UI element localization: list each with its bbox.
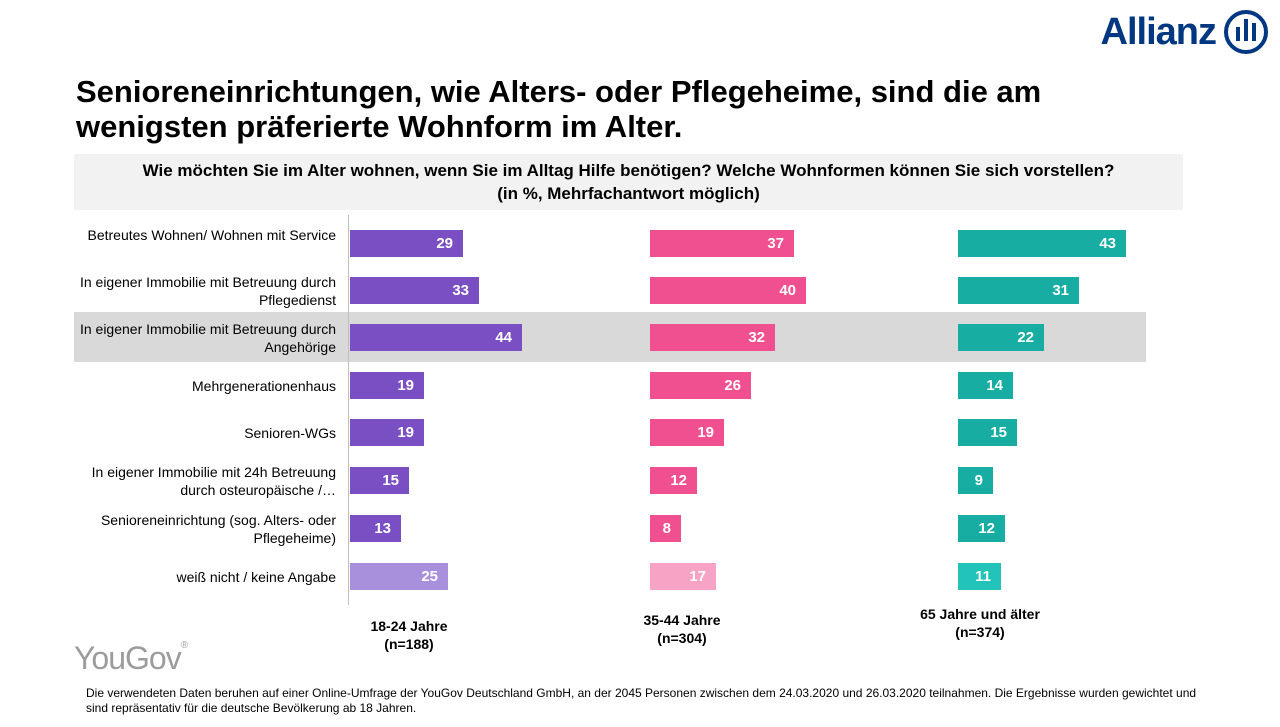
headline: Senioreneinrichtungen, wie Alters- oder … — [76, 74, 1176, 144]
category-label: weiß nicht / keine Angabe — [176, 568, 336, 585]
bar: 25 — [350, 563, 448, 590]
series-sample-size: (n=188) — [384, 636, 434, 652]
bar: 9 — [958, 467, 993, 494]
bar: 31 — [958, 277, 1079, 304]
bar: 40 — [650, 277, 806, 304]
bar: 12 — [958, 515, 1005, 542]
data-label: 15 — [382, 472, 399, 489]
data-label: 44 — [495, 329, 512, 346]
data-label: 29 — [436, 235, 453, 252]
category-label: In eigener Immobilie mit Betreuung durch… — [79, 273, 336, 308]
bar: 17 — [650, 563, 716, 590]
bar: 43 — [958, 230, 1126, 257]
category-label: In eigener Immobilie mit Betreuung durch… — [79, 320, 336, 355]
data-label: 12 — [978, 520, 995, 537]
category-label: Betreutes Wohnen/ Wohnen mit Service — [87, 226, 337, 243]
question-box: Wie möchten Sie im Alter wohnen, wenn Si… — [74, 154, 1183, 210]
category-label: Senioreneinrichtung (sog. Alters- oder P… — [100, 511, 336, 546]
data-label: 14 — [986, 377, 1003, 394]
bar: 19 — [350, 419, 424, 446]
question-text: Wie möchten Sie im Alter wohnen, wenn Si… — [142, 161, 1115, 180]
allianz-eagle-icon — [1224, 10, 1268, 54]
data-label: 26 — [724, 377, 741, 394]
data-label: 9 — [974, 472, 983, 489]
data-label: 37 — [767, 235, 784, 252]
data-label: 8 — [662, 520, 671, 537]
series-sample-size: (n=304) — [657, 630, 707, 646]
bar: 13 — [350, 515, 401, 542]
data-label: 22 — [1017, 329, 1034, 346]
footnote: Die verwendeten Daten beruhen auf einer … — [86, 686, 1197, 715]
data-label: 40 — [779, 282, 796, 299]
category-label: In eigener Immobilie mit 24h Betreuung d… — [91, 463, 336, 498]
allianz-logo: Allianz — [1101, 10, 1268, 54]
data-label: 43 — [1099, 235, 1116, 252]
bar: 26 — [650, 372, 751, 399]
bar: 8 — [650, 515, 681, 542]
bar: 37 — [650, 230, 794, 257]
category-label: Senioren-WGs — [244, 424, 336, 441]
series-name: 35-44 Jahre — [643, 612, 721, 628]
bar: 14 — [958, 372, 1013, 399]
series-name: 65 Jahre und älter — [920, 606, 1040, 622]
data-label: 19 — [397, 377, 414, 394]
category-axis-line — [348, 215, 349, 605]
data-label: 31 — [1052, 282, 1069, 299]
bar: 11 — [958, 563, 1001, 590]
yougov-logo-text: YouGov — [74, 640, 182, 676]
data-label: 11 — [975, 568, 991, 585]
yougov-logo: YouGov® — [74, 640, 188, 676]
headline-line-2: wenigsten präferierte Wohnform im Alter. — [76, 109, 683, 144]
bar: 19 — [650, 419, 724, 446]
series-sample-size: (n=374) — [955, 624, 1005, 640]
data-label: 19 — [697, 424, 714, 441]
series-label: 35-44 Jahre (n=304) — [592, 611, 772, 647]
data-label: 32 — [748, 329, 765, 346]
data-label: 19 — [397, 424, 414, 441]
bar: 44 — [350, 324, 522, 351]
bar: 15 — [958, 419, 1017, 446]
headline-line-1: Senioreneinrichtungen, wie Alters- oder … — [76, 74, 1042, 109]
bar: 12 — [650, 467, 697, 494]
bar: 15 — [350, 467, 409, 494]
data-label: 17 — [689, 568, 706, 585]
bar: 22 — [958, 324, 1044, 351]
bar: 33 — [350, 277, 479, 304]
bar: 29 — [350, 230, 463, 257]
series-label: 65 Jahre und älter (n=374) — [890, 605, 1070, 641]
series-name: 18-24 Jahre — [370, 618, 448, 634]
data-label: 33 — [452, 282, 469, 299]
category-label: Mehrgenerationenhaus — [192, 377, 336, 394]
bar: 32 — [650, 324, 775, 351]
data-label: 13 — [374, 520, 391, 537]
series-label: 18-24 Jahre (n=188) — [319, 617, 499, 653]
question-unit: (in %, Mehrfachantwort möglich) — [497, 184, 760, 203]
data-label: 15 — [990, 424, 1007, 441]
data-label: 12 — [670, 472, 687, 489]
data-label: 25 — [421, 568, 438, 585]
bar: 19 — [350, 372, 424, 399]
allianz-logo-text: Allianz — [1100, 10, 1217, 53]
